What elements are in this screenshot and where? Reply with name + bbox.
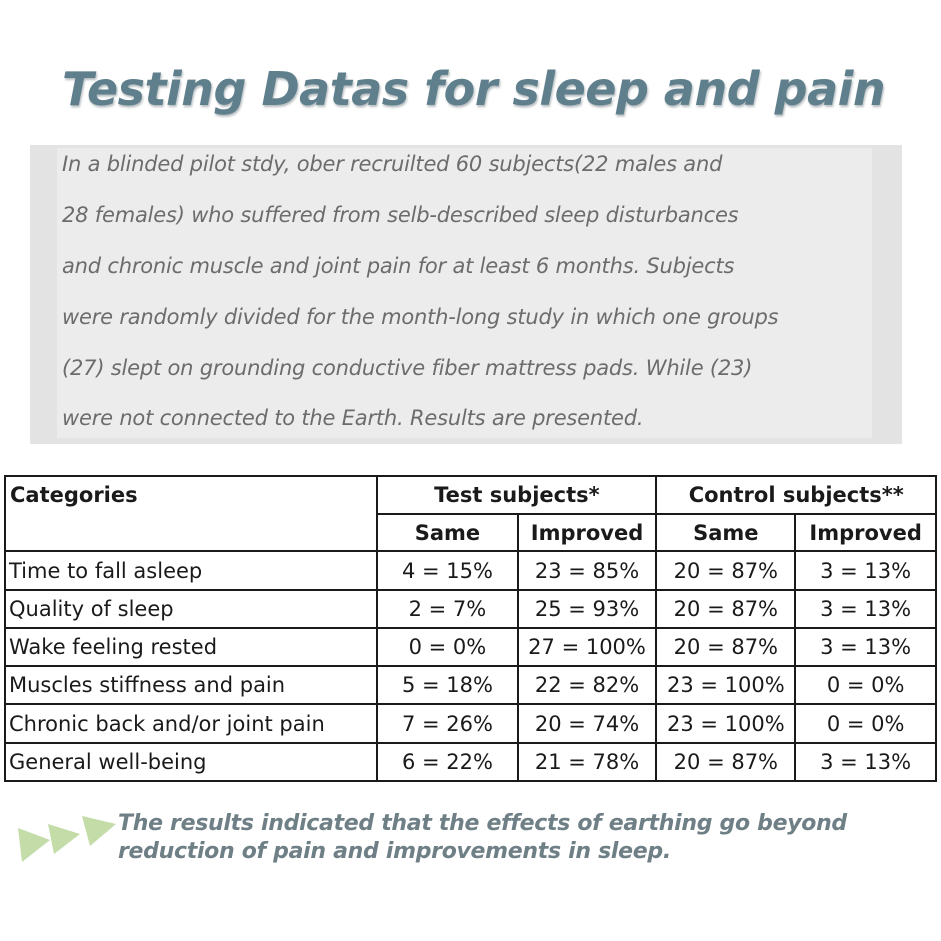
test-subjects-header: Test subjects* xyxy=(376,474,658,516)
cell-value: 22 = 82% xyxy=(516,665,658,706)
cell-value: 0 = 0% xyxy=(794,665,937,706)
footer-line: reduction of pain and improvements in sl… xyxy=(118,839,671,864)
test-same-header: Same xyxy=(376,513,519,553)
table-row: Chronic back and/or joint pain 7 = 26% 2… xyxy=(3,703,937,744)
row-category: Muscles stiffness and pain xyxy=(3,665,379,706)
row-category: Wake feeling rested xyxy=(3,626,379,668)
row-category: Quality of sleep xyxy=(3,588,379,629)
page-title: Testing Datas for sleep and pain xyxy=(62,62,886,116)
categories-header: Categories xyxy=(3,474,379,553)
table-row: Wake feeling rested 0 = 0% 27 = 100% 20 … xyxy=(3,626,937,668)
cell-value: 21 = 78% xyxy=(516,741,658,783)
cell-value: 0 = 0% xyxy=(794,703,937,744)
intro-line: were not connected to the Earth. Results… xyxy=(62,406,644,430)
intro-line: were randomly divided for the month-long… xyxy=(62,305,779,329)
control-subjects-header: Control subjects** xyxy=(655,474,937,516)
intro-line: 28 females) who suffered from selb-descr… xyxy=(62,203,739,227)
cell-value: 4 = 15% xyxy=(376,550,519,591)
table-row: General well-being 6 = 22% 21 = 78% 20 =… xyxy=(3,741,937,783)
intro-line: In a blinded pilot stdy, ober recruilted… xyxy=(62,152,723,176)
cell-value: 20 = 87% xyxy=(655,588,797,629)
cell-value: 27 = 100% xyxy=(516,626,658,668)
cell-value: 3 = 13% xyxy=(794,550,937,591)
cell-value: 25 = 93% xyxy=(516,588,658,629)
results-table: Categories Test subjects* Control subjec… xyxy=(3,474,937,783)
cell-value: 20 = 87% xyxy=(655,741,797,783)
cell-value: 23 = 100% xyxy=(655,665,797,706)
cell-value: 0 = 0% xyxy=(376,626,519,668)
cell-value: 20 = 74% xyxy=(516,703,658,744)
cell-value: 6 = 22% xyxy=(376,741,519,783)
cell-value: 3 = 13% xyxy=(794,588,937,629)
cell-value: 23 = 85% xyxy=(516,550,658,591)
intro-panel-inner xyxy=(57,148,872,438)
table-row: Quality of sleep 2 = 7% 25 = 93% 20 = 87… xyxy=(3,588,937,629)
cell-value: 7 = 26% xyxy=(376,703,519,744)
table-row: Muscles stiffness and pain 5 = 18% 22 = … xyxy=(3,665,937,706)
test-improved-header: Improved xyxy=(516,513,658,553)
intro-line: and chronic muscle and joint pain for at… xyxy=(62,254,735,278)
row-category: Time to fall asleep xyxy=(3,550,379,591)
cell-value: 2 = 7% xyxy=(376,588,519,629)
cell-value: 20 = 87% xyxy=(655,550,797,591)
cell-value: 23 = 100% xyxy=(655,703,797,744)
row-category: General well-being xyxy=(3,741,379,783)
control-same-header: Same xyxy=(655,513,797,553)
triple-arrow-icon xyxy=(18,816,116,862)
cell-value: 5 = 18% xyxy=(376,665,519,706)
intro-line: (27) slept on grounding conductive fiber… xyxy=(62,356,753,380)
cell-value: 20 = 87% xyxy=(655,626,797,668)
table-header-row: Categories Test subjects* Control subjec… xyxy=(3,474,937,553)
footer-line: The results indicated that the effects o… xyxy=(118,811,847,836)
table-subheader-row: Same Improved Same Improved xyxy=(5,513,937,553)
control-improved-header: Improved xyxy=(794,513,937,553)
table-row: Time to fall asleep 4 = 15% 23 = 85% 20 … xyxy=(3,550,937,591)
cell-value: 3 = 13% xyxy=(794,741,937,783)
cell-value: 3 = 13% xyxy=(794,626,937,668)
row-category: Chronic back and/or joint pain xyxy=(3,703,379,744)
